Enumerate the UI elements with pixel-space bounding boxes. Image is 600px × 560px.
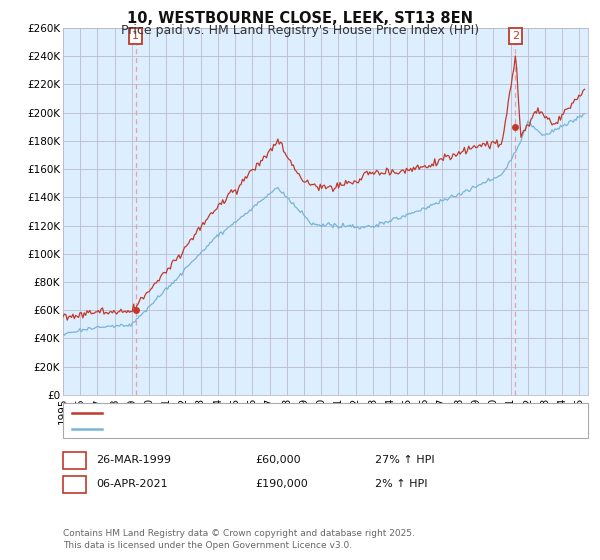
Text: 27% ↑ HPI: 27% ↑ HPI	[375, 455, 434, 465]
Text: Contains HM Land Registry data © Crown copyright and database right 2025.
This d: Contains HM Land Registry data © Crown c…	[63, 529, 415, 550]
Text: £190,000: £190,000	[255, 479, 308, 489]
Text: 1: 1	[71, 455, 78, 465]
Text: 2% ↑ HPI: 2% ↑ HPI	[375, 479, 427, 489]
Text: 2: 2	[71, 479, 78, 489]
Text: £60,000: £60,000	[255, 455, 301, 465]
Text: 1: 1	[133, 31, 139, 41]
Text: 06-APR-2021: 06-APR-2021	[96, 479, 167, 489]
Text: 2: 2	[512, 31, 519, 41]
Text: 26-MAR-1999: 26-MAR-1999	[96, 455, 171, 465]
Text: 10, WESTBOURNE CLOSE, LEEK, ST13 8EN: 10, WESTBOURNE CLOSE, LEEK, ST13 8EN	[127, 11, 473, 26]
Text: HPI: Average price, semi-detached house, Staffordshire Moorlands: HPI: Average price, semi-detached house,…	[108, 423, 470, 433]
Text: Price paid vs. HM Land Registry's House Price Index (HPI): Price paid vs. HM Land Registry's House …	[121, 24, 479, 36]
Text: 10, WESTBOURNE CLOSE, LEEK, ST13 8EN (semi-detached house): 10, WESTBOURNE CLOSE, LEEK, ST13 8EN (se…	[108, 408, 469, 418]
